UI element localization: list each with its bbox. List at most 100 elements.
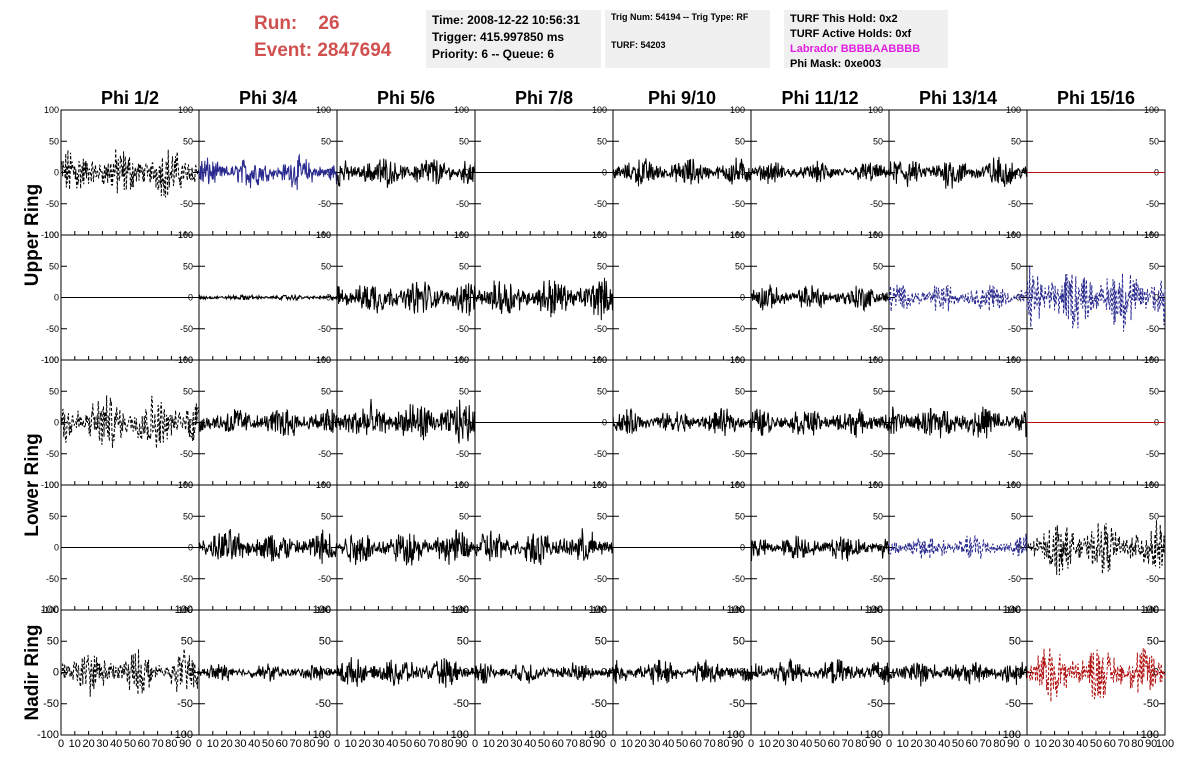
time-text: Time: 2008-12-22 10:56:31 (432, 13, 580, 27)
xtick-label: 70 (289, 738, 301, 750)
ytick-label-right: -50 (729, 698, 745, 710)
column-header-2: Phi 3/4 (239, 88, 297, 108)
ytick-label-left: 50 (49, 261, 59, 271)
waveform-r2-c2 (198, 293, 338, 302)
ytick-label-right: -50 (594, 574, 607, 584)
waveform-r3-c1 (60, 395, 200, 449)
ytick-label-right: -50 (180, 449, 193, 459)
ytick-label-right: -50 (591, 698, 607, 710)
ytick-label-left: 100 (44, 480, 59, 490)
ytick-label-right: -50 (318, 449, 331, 459)
xtick-label: 90 (593, 738, 605, 750)
xtick-label: 50 (400, 738, 412, 750)
xtick-label: 70 (151, 738, 163, 750)
xtick-label: 40 (938, 738, 950, 750)
xtick-label: 30 (372, 738, 384, 750)
ytick-label-right: 100 (454, 480, 469, 490)
ytick-label-right: -50 (315, 698, 331, 710)
ytick-label-right: 50 (459, 511, 469, 521)
ytick-label-right: 50 (321, 511, 331, 521)
turf-this-hold-text: TURF This Hold: 0x2 (790, 13, 898, 25)
xtick-label: 0 (1024, 738, 1030, 750)
xtick-label: 40 (524, 738, 536, 750)
xtick-label: 0 (886, 738, 892, 750)
ytick-label-right: 100 (316, 355, 331, 365)
ytick-label-right: 50 (321, 386, 331, 396)
xtick-label: 40 (248, 738, 260, 750)
ytick-label-right: 50 (735, 261, 745, 271)
ytick-label-right: -50 (732, 449, 745, 459)
run-label: Run: (254, 13, 298, 34)
ytick-label-right: 0 (326, 543, 331, 553)
ytick-label-right: -50 (1008, 574, 1021, 584)
ytick-label-right: 50 (597, 511, 607, 521)
waveform-r4-c6 (750, 535, 890, 562)
ytick-label-right: 50 (873, 261, 883, 271)
waveform-r5-c5 (612, 659, 752, 686)
ytick-label-right: 50 (873, 511, 883, 521)
priority-queue-text: Priority: 6 -- Queue: 6 (432, 47, 555, 61)
ytick-label-right: 50 (1149, 136, 1159, 146)
ytick-label-right: 100 (730, 480, 745, 490)
waveform-r1-c3 (336, 158, 476, 188)
ytick-label-right: 100 (727, 604, 745, 616)
xtick-label: 20 (496, 738, 508, 750)
ytick-label-right: 100 (1006, 230, 1021, 240)
panel-frame-r5-c8 (1026, 609, 1166, 736)
event-value: 2847694 (317, 40, 392, 61)
ytick-label-right: -50 (870, 449, 883, 459)
ytick-label-right: -50 (456, 574, 469, 584)
ytick-label-right: 50 (1011, 386, 1021, 396)
ytick-label-right: 50 (735, 511, 745, 521)
xtick-label: 60 (138, 738, 150, 750)
xtick-label: 80 (717, 738, 729, 750)
ytick-label-left: -100 (41, 605, 59, 615)
ytick-label-right: 100 (592, 480, 607, 490)
xtick-label: 0 (196, 738, 202, 750)
event-label: Event: (254, 40, 313, 61)
ytick-label-right: 50 (321, 261, 331, 271)
waveform-r3-c7 (888, 406, 1028, 439)
waveform-r3-c2 (198, 408, 338, 437)
ytick-label-left: 100 (44, 355, 59, 365)
xtick-label: 60 (966, 738, 978, 750)
xtick-label: 80 (165, 738, 177, 750)
waveform-r5-c8 (1026, 647, 1166, 702)
xtick-label: 90 (179, 738, 191, 750)
ytick-label-right: 100 (1144, 355, 1159, 365)
ytick-label-right: 50 (733, 635, 745, 647)
ytick-label-right: 50 (459, 261, 469, 271)
trigger-text: Trigger: 415.997850 ms (432, 30, 565, 44)
ytick-label-right: 50 (459, 136, 469, 146)
xtick-label: 20 (910, 738, 922, 750)
xtick-label: 40 (1076, 738, 1088, 750)
ytick-label-right: -50 (870, 199, 883, 209)
ytick-label-right: 100 (313, 604, 331, 616)
xtick-label: 50 (262, 738, 274, 750)
row-group-label-1: Upper Ring (22, 184, 43, 286)
ytick-label-right: 100 (451, 604, 469, 616)
ytick-label-left: 0 (54, 168, 59, 178)
waveform-r5-c2 (198, 663, 338, 682)
xtick-label: 0 (748, 738, 754, 750)
xtick-label: 10 (621, 738, 633, 750)
ytick-label-right: 100 (868, 355, 883, 365)
waveform-r1-c6 (750, 160, 890, 185)
ytick-label-right: 100 (454, 355, 469, 365)
ytick-label-right: -50 (177, 698, 193, 710)
ytick-label-right: 50 (183, 511, 193, 521)
ytick-label-right: 100 (589, 604, 607, 616)
ytick-label-right: 50 (183, 261, 193, 271)
ytick-label-left: -100 (37, 729, 59, 741)
ytick-label-right: 50 (595, 635, 607, 647)
ytick-label-right: 100 (316, 480, 331, 490)
ytick-label-right: 50 (183, 136, 193, 146)
ytick-label-right: -100 (171, 729, 193, 741)
ytick-label-right: 50 (457, 635, 469, 647)
ytick-label-right: 0 (877, 667, 883, 679)
xtick-label: 20 (82, 738, 94, 750)
ytick-label-right: 50 (873, 386, 883, 396)
xtick-label: 20 (220, 738, 232, 750)
ytick-label-right: 100 (868, 105, 883, 115)
ytick-label-right: 50 (181, 635, 193, 647)
